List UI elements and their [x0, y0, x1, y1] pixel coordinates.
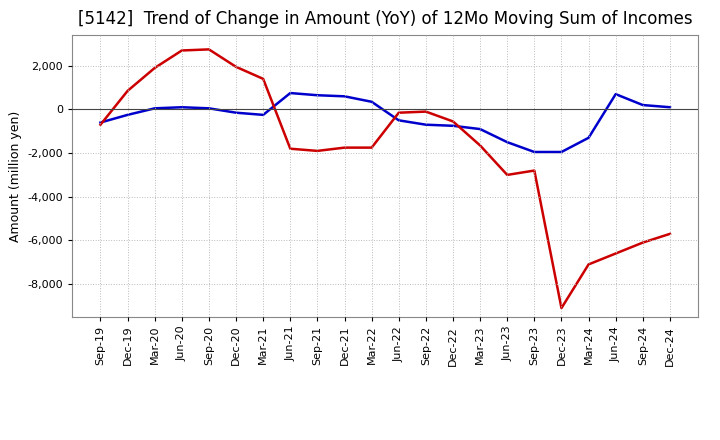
Ordinary Income	[449, 123, 457, 128]
Ordinary Income	[395, 117, 403, 123]
Net Income	[150, 65, 159, 70]
Net Income	[665, 231, 674, 236]
Net Income	[421, 109, 430, 114]
Net Income	[367, 145, 376, 150]
Ordinary Income	[665, 105, 674, 110]
Net Income	[639, 240, 647, 245]
Ordinary Income	[611, 92, 620, 97]
Ordinary Income	[421, 122, 430, 127]
Ordinary Income	[178, 105, 186, 110]
Net Income	[204, 47, 213, 52]
Net Income	[286, 146, 294, 151]
Net Income	[449, 119, 457, 124]
Net Income	[503, 172, 511, 178]
Ordinary Income	[639, 103, 647, 108]
Ordinary Income	[204, 106, 213, 111]
Ordinary Income	[286, 90, 294, 95]
Net Income	[530, 168, 539, 173]
Net Income	[259, 76, 268, 81]
Title: [5142]  Trend of Change in Amount (YoY) of 12Mo Moving Sum of Incomes: [5142] Trend of Change in Amount (YoY) o…	[78, 10, 693, 28]
Ordinary Income	[232, 110, 240, 115]
Ordinary Income	[584, 135, 593, 140]
Ordinary Income	[150, 106, 159, 111]
Ordinary Income	[341, 94, 349, 99]
Ordinary Income	[530, 149, 539, 154]
Net Income	[557, 305, 566, 311]
Line: Ordinary Income: Ordinary Income	[101, 93, 670, 152]
Net Income	[178, 48, 186, 53]
Net Income	[395, 110, 403, 115]
Ordinary Income	[96, 120, 105, 125]
Ordinary Income	[367, 99, 376, 104]
Net Income	[611, 251, 620, 256]
Line: Net Income: Net Income	[101, 49, 670, 308]
Y-axis label: Amount (million yen): Amount (million yen)	[9, 110, 22, 242]
Ordinary Income	[476, 126, 485, 132]
Net Income	[96, 122, 105, 127]
Net Income	[584, 262, 593, 267]
Ordinary Income	[313, 92, 322, 98]
Ordinary Income	[557, 149, 566, 154]
Net Income	[232, 64, 240, 70]
Ordinary Income	[123, 112, 132, 117]
Ordinary Income	[259, 112, 268, 117]
Net Income	[123, 88, 132, 94]
Ordinary Income	[503, 139, 511, 145]
Net Income	[476, 143, 485, 148]
Net Income	[313, 148, 322, 154]
Net Income	[341, 145, 349, 150]
